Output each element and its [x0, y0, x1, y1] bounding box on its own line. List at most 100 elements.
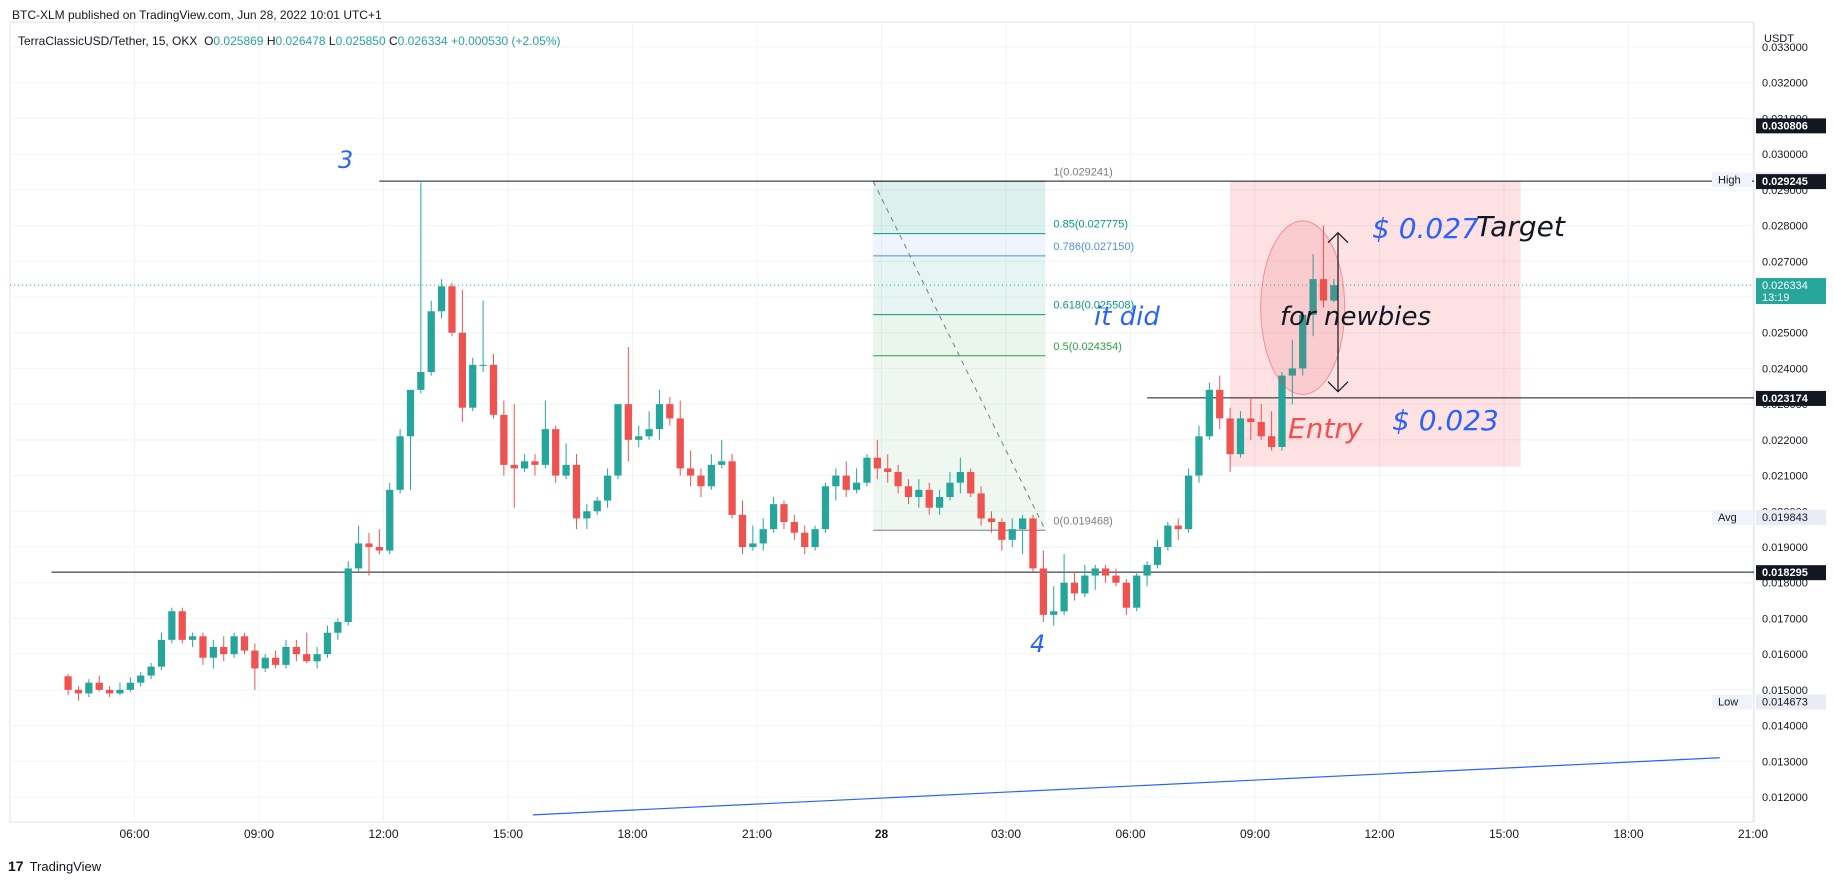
- x-tick-label: 09:00: [244, 827, 274, 841]
- candle-body: [967, 472, 975, 494]
- price-tag: [1756, 509, 1826, 525]
- candle-body: [386, 489, 394, 551]
- candle-body: [1143, 564, 1151, 576]
- highlight-ellipse[interactable]: [1260, 220, 1346, 396]
- candle-body: [1122, 582, 1130, 608]
- candle-body: [1236, 418, 1245, 455]
- candle-body: [666, 404, 674, 419]
- candle-body: [935, 497, 944, 508]
- fib-level-label: 0.786(0.027150): [1053, 241, 1134, 253]
- candle-body: [686, 468, 695, 476]
- y-tick-label: 0.019000: [1762, 542, 1808, 554]
- open-value: 0.025869: [213, 34, 264, 48]
- high-label: H: [266, 34, 276, 48]
- entry-price-label: $ 0.023: [1392, 404, 1499, 437]
- x-tick-label: 03:00: [991, 827, 1021, 841]
- candle-body: [1008, 529, 1016, 540]
- candle-body: [303, 654, 311, 662]
- y-tick-label: 0.024000: [1762, 363, 1808, 375]
- x-tick-label: 06:00: [1115, 827, 1145, 841]
- price-tag-label: Avg: [1718, 512, 1737, 524]
- fib-level-label: 0.5(0.024354): [1053, 341, 1122, 353]
- candle-body: [894, 472, 902, 487]
- x-tick-label: 09:00: [1240, 827, 1270, 841]
- currency-label: USDT: [1764, 33, 1794, 45]
- price-tag: [1756, 118, 1826, 134]
- y-tick-label: 0.021000: [1762, 471, 1808, 483]
- candle-body: [1060, 582, 1068, 612]
- candle-body: [1247, 418, 1255, 422]
- candle-body: [489, 364, 498, 415]
- candle-body: [1018, 518, 1027, 530]
- candle-body: [1195, 436, 1203, 476]
- fib-level-label: 0(0.019468): [1053, 515, 1112, 527]
- candle-body: [863, 457, 871, 483]
- candle-body: [168, 611, 176, 640]
- candle-body: [987, 518, 996, 522]
- trend-line[interactable]: [532, 757, 1720, 816]
- candle-body: [718, 461, 726, 465]
- candle-body: [105, 689, 114, 694]
- y-tick-label: 0.022000: [1762, 435, 1808, 447]
- footer-brand[interactable]: TradingView: [29, 858, 102, 874]
- candle-body: [1133, 575, 1141, 608]
- candle-body: [1309, 279, 1317, 315]
- candle-body: [915, 489, 923, 497]
- candle-body: [780, 504, 788, 522]
- symbol-label[interactable]: TerraClassicUSD/Tether, 15, OKX: [18, 34, 198, 48]
- tradingview-logo-icon: 17: [8, 858, 24, 874]
- candle-body: [1101, 568, 1110, 576]
- candle-body: [603, 475, 612, 501]
- newbies-label: for newbies: [1280, 302, 1432, 332]
- ohlc-legend: TerraClassicUSD/Tether, 15, OKX O0.02586…: [18, 34, 561, 48]
- candle-body: [520, 461, 529, 469]
- x-tick-label: 18:00: [1613, 827, 1643, 841]
- candle-body: [334, 622, 342, 633]
- candle-body: [676, 418, 684, 469]
- candle-body: [437, 286, 446, 312]
- change-value: +0.000530 (+2.05%): [451, 34, 561, 48]
- candle-body: [552, 429, 560, 476]
- fib-band: [873, 181, 1046, 234]
- candle-body: [1050, 611, 1058, 615]
- target-price-label: $ 0.027: [1372, 212, 1479, 245]
- candle-body: [801, 532, 809, 547]
- y-tick-label: 0.014000: [1762, 721, 1808, 733]
- y-tick-label: 0.016000: [1762, 649, 1808, 661]
- candle-body: [417, 372, 425, 390]
- candle-body: [188, 636, 197, 640]
- price-tag-label-bg: [1712, 509, 1752, 525]
- y-tick-label: 0.025000: [1762, 328, 1808, 340]
- candle-body: [292, 647, 300, 655]
- fib-band: [873, 255, 1046, 315]
- candle-body: [1164, 525, 1172, 547]
- candle-body: [956, 472, 964, 483]
- price-tag-value: 0.030806: [1762, 120, 1808, 132]
- candle-body: [707, 464, 715, 487]
- candle-body: [904, 486, 913, 497]
- x-tick-label: 21:00: [742, 827, 772, 841]
- candle-body: [1216, 389, 1224, 419]
- publish-header: BTC-XLM published on TradingView.com, Ju…: [12, 8, 382, 22]
- price-tag-label-bg: [1712, 172, 1752, 188]
- candle-body: [1319, 279, 1328, 301]
- price-tag-value: 0.019843: [1762, 512, 1808, 524]
- candle-body: [510, 464, 518, 469]
- candle-body: [147, 666, 155, 676]
- x-tick-label: 18:00: [617, 827, 647, 841]
- x-tick-label: 15:00: [493, 827, 523, 841]
- y-tick-label: 0.027000: [1762, 256, 1808, 268]
- target-label: Target: [1476, 210, 1565, 243]
- candle-body: [220, 647, 228, 655]
- fib-level-label: 1(0.029241): [1053, 166, 1112, 178]
- candle-body: [852, 482, 861, 490]
- price-tag-value: 0.029245: [1762, 176, 1808, 188]
- price-tag-label: High: [1718, 174, 1741, 186]
- x-tick-label: 28: [875, 827, 889, 841]
- x-tick-label: 21:00: [1738, 827, 1768, 841]
- y-tick-label: 0.018000: [1762, 578, 1808, 590]
- price-tag-label-bg: [1712, 694, 1752, 710]
- fib-trend-line[interactable]: [872, 181, 1046, 531]
- y-tick-label: 0.017000: [1762, 613, 1808, 625]
